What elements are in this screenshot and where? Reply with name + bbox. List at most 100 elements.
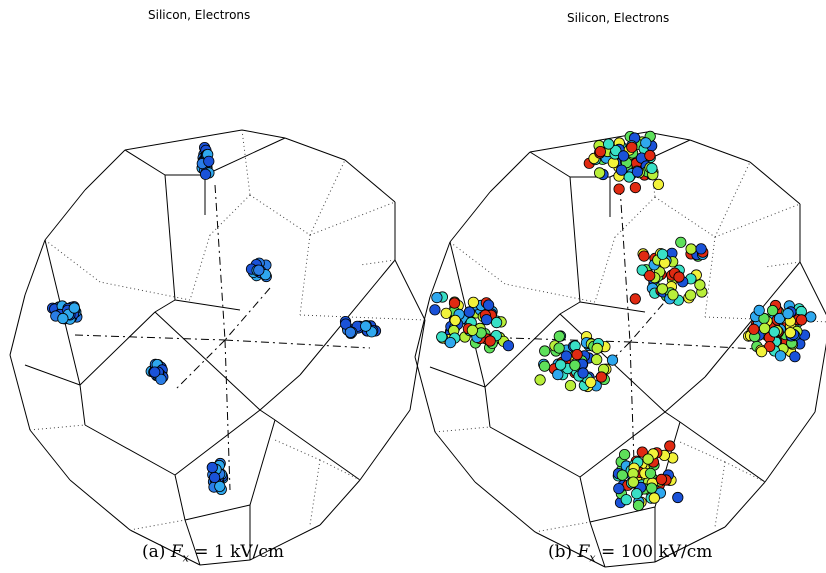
zone-edge: [9, 294, 26, 356]
hidden-zone-edge: [724, 461, 766, 483]
electron-point: [664, 440, 676, 452]
valley-axis: [629, 341, 776, 351]
electron-point: [805, 311, 817, 323]
electron-point: [436, 331, 448, 343]
zone-edge: [559, 301, 581, 315]
electron-point: [774, 350, 787, 362]
zone-edge: [429, 366, 486, 388]
electron-point: [466, 324, 478, 336]
zone-edge: [84, 424, 176, 476]
zone-edge: [569, 176, 581, 303]
panel-b-brillouin-zone: [414, 130, 826, 568]
zone-edge: [174, 409, 261, 476]
panel-a-title: Silicon, Electrons: [148, 8, 251, 22]
electron-point: [789, 351, 801, 363]
electron-point: [644, 270, 656, 282]
zone-edge: [484, 313, 561, 388]
electron-point: [564, 379, 577, 392]
electron-point: [616, 469, 628, 481]
hidden-zone-edge: [274, 439, 321, 461]
electron-point: [656, 248, 669, 260]
valley-cluster-a: [245, 257, 272, 283]
valley-cluster-a: [339, 315, 382, 339]
zone-edge: [184, 504, 251, 521]
electron-point: [694, 279, 706, 291]
zone-edge: [174, 299, 241, 311]
hidden-zone-edge: [434, 426, 491, 433]
electron-point: [655, 473, 668, 485]
valley-cluster-b: [742, 299, 817, 363]
electron-point: [490, 316, 503, 329]
electron-point: [640, 137, 652, 149]
hidden-zone-edge: [714, 203, 801, 238]
electron-point: [595, 371, 608, 383]
caption-b-sub: x: [589, 551, 596, 565]
hidden-zone-edge: [704, 236, 716, 318]
electron-point: [534, 374, 546, 386]
zone-edge: [9, 354, 31, 431]
electron-point: [577, 367, 589, 379]
valley-axis: [174, 339, 226, 391]
electron-point: [553, 330, 565, 342]
electron-point: [782, 308, 794, 320]
hidden-zone-edge: [309, 459, 321, 526]
electron-point: [646, 162, 658, 174]
zone-edge: [241, 129, 286, 139]
zone-edge: [319, 479, 361, 526]
electron-point: [606, 354, 619, 366]
electron-point: [68, 302, 80, 314]
electron-point: [795, 314, 808, 326]
electron-point: [539, 345, 551, 357]
zone-edge: [204, 137, 286, 176]
electron-point: [610, 145, 622, 157]
zone-edge: [529, 151, 571, 178]
zone-edge: [274, 419, 361, 481]
zone-edge: [579, 301, 646, 313]
electron-point: [502, 340, 514, 352]
caption-a-value: = 1 kV/cm: [188, 542, 285, 562]
electron-point: [360, 320, 372, 332]
caption-b-value: = 100 kV/cm: [595, 542, 713, 562]
panel-b-title: Silicon, Electrons: [567, 11, 670, 25]
electron-point: [631, 488, 643, 500]
electron-point: [448, 297, 461, 309]
electron-point: [644, 467, 657, 479]
electron-point: [571, 348, 583, 361]
electron-point: [626, 141, 638, 153]
zone-edge: [724, 481, 766, 528]
electron-point: [652, 178, 665, 190]
zone-edge: [434, 431, 476, 483]
zone-edge: [284, 137, 346, 161]
electron-point: [784, 327, 797, 339]
zone-edge: [604, 561, 656, 568]
electron-point: [648, 492, 660, 504]
electron-point: [602, 138, 615, 150]
hidden-zone-edge: [359, 259, 396, 266]
electron-point: [253, 264, 265, 276]
electron-point: [463, 306, 475, 318]
electron-point: [673, 271, 685, 283]
zone-edge: [24, 239, 46, 296]
zone-edge: [799, 261, 826, 316]
zone-edge: [489, 151, 531, 193]
zone-edge: [184, 519, 201, 566]
electron-point: [552, 368, 564, 381]
zone-edge: [79, 311, 156, 386]
electron-point: [768, 326, 780, 338]
zone-edge: [44, 189, 86, 241]
electron-point: [629, 182, 642, 194]
panel-a-caption: (a) Fx = 1 kV/cm: [142, 542, 284, 564]
zone-edge: [249, 524, 321, 561]
electron-point: [214, 480, 226, 492]
electron-point: [200, 168, 212, 180]
hidden-zone-edge: [764, 261, 801, 268]
hidden-zone-edge: [129, 519, 186, 531]
electron-point: [764, 340, 776, 353]
hidden-zone-edge: [654, 196, 716, 238]
hidden-zone-edge: [309, 159, 346, 236]
hidden-zone-edge: [189, 234, 211, 301]
electron-point: [444, 336, 456, 349]
electron-point: [632, 499, 645, 511]
zone-edge: [174, 474, 186, 521]
zone-edge: [579, 411, 666, 478]
